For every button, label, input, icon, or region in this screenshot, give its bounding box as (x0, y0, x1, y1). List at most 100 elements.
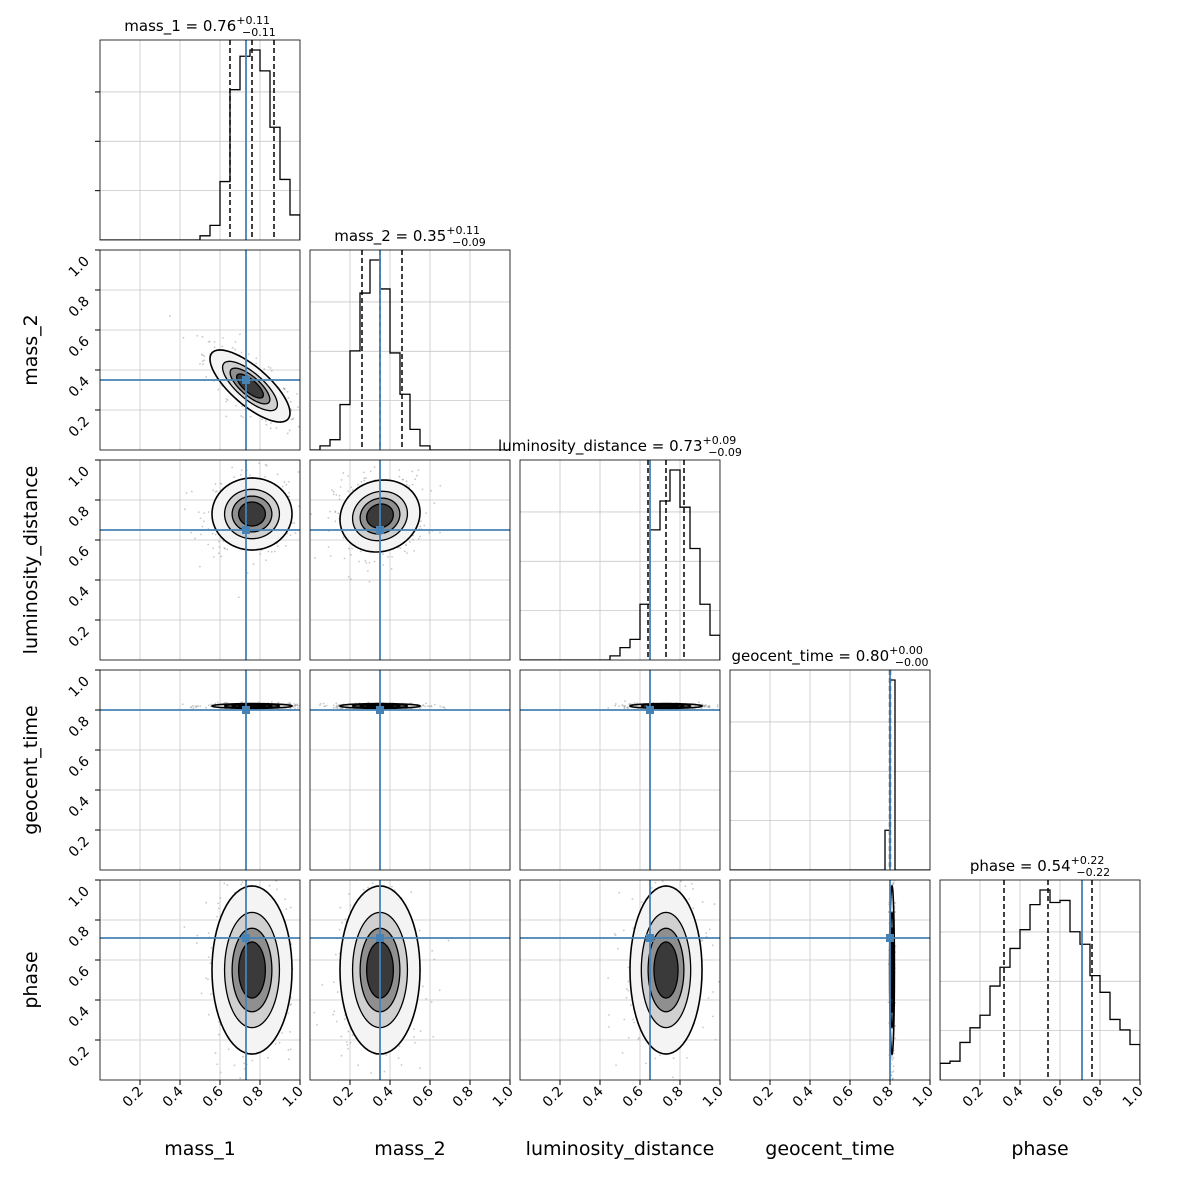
scatter-point (430, 704, 433, 707)
scatter-point (347, 547, 350, 550)
x-tick-label: 0.8 (660, 1084, 687, 1111)
scatter-point (231, 466, 234, 469)
title-plus: +0.11 (236, 14, 270, 27)
scatter-point (223, 882, 226, 885)
scatter-point (258, 462, 261, 465)
scatter-point (638, 1036, 641, 1039)
scatter-point (419, 707, 421, 710)
scatter-point (432, 1035, 435, 1038)
scatter-point (631, 898, 634, 900)
scatter-point (207, 543, 210, 546)
y-tick-label: 0.4 (66, 373, 93, 400)
scatter-point (892, 1085, 894, 1087)
scatter-point (630, 1004, 632, 1007)
scatter-point (618, 705, 621, 708)
y-tick-label: 0.8 (66, 504, 93, 531)
scatter-point (181, 703, 184, 706)
scatter-point (207, 1013, 210, 1016)
title-minus: −0.22 (1076, 866, 1110, 879)
scatter-point (301, 497, 303, 499)
scatter-point (350, 553, 352, 556)
scatter-point (209, 962, 212, 964)
scatter-point (202, 363, 205, 366)
scatter-point (891, 1058, 894, 1061)
scatter-point (347, 1030, 350, 1033)
scatter-point (217, 552, 220, 555)
scatter-point (325, 704, 328, 707)
x-tick-label: 1.0 (910, 1084, 937, 1111)
title-main: mass_1 = 0.76 (124, 17, 236, 36)
scatter-point (618, 891, 621, 894)
scatter-point (707, 997, 710, 999)
scatter-point (342, 472, 345, 474)
scatter-point (357, 483, 359, 486)
scatter-point (234, 348, 237, 351)
scatter-point (890, 1071, 893, 1074)
density-frame (519, 879, 721, 1081)
scatter-point (313, 432, 315, 434)
scatter-point (338, 498, 341, 501)
scatter-point (275, 880, 278, 882)
density-frame (99, 669, 301, 871)
scatter-point (343, 557, 346, 560)
y-tick-label: 0.2 (66, 624, 93, 651)
scatter-point (418, 929, 421, 932)
x-tick-label: 0.6 (1040, 1083, 1067, 1110)
scatter-point (246, 572, 249, 574)
scatter-point (266, 861, 268, 863)
scatter-point (711, 944, 714, 947)
scatter-point (430, 489, 433, 492)
scatter-point (250, 876, 252, 878)
scatter-point (185, 492, 188, 494)
scatter-point (754, 1013, 756, 1015)
scatter-point (402, 478, 404, 481)
scatter-point (282, 387, 285, 390)
scatter-point (331, 489, 333, 492)
scatter-point (190, 531, 193, 534)
scatter-point (421, 488, 424, 491)
scatter-point (420, 520, 422, 523)
x-tick-label: 0.4 (580, 1083, 607, 1110)
y-tick-label: 0.2 (66, 414, 93, 441)
scatter-point (190, 490, 193, 493)
scatter-point (360, 480, 363, 483)
scatter-point (391, 555, 393, 558)
scatter-point (234, 341, 237, 343)
scatter-point (316, 1024, 318, 1026)
scatter-point (682, 872, 684, 874)
scatter-point (367, 570, 369, 572)
scatter-point (405, 544, 407, 546)
scatter-point (703, 705, 706, 708)
scatter-point (219, 1071, 222, 1074)
density-panel-mass_1-vs-mass_2 (100, 250, 315, 457)
scatter-point (403, 550, 406, 553)
scatter-point (438, 989, 441, 992)
scatter-point (205, 706, 207, 709)
scatter-point (300, 972, 302, 974)
scatter-point (207, 511, 210, 513)
scatter-point (708, 928, 711, 931)
scatter-point (383, 1070, 386, 1073)
histogram-frame-luminosity_distance (519, 459, 721, 661)
scatter-point (216, 1063, 219, 1066)
x-tick-label: 1.0 (280, 1084, 307, 1111)
scatter-point (225, 400, 228, 403)
scatter-point (273, 550, 276, 553)
scatter-point (665, 877, 667, 879)
x-tick-label: 1.0 (490, 1084, 517, 1111)
scatter-point (441, 706, 444, 709)
density-frame (309, 669, 511, 871)
scatter-point (892, 1056, 895, 1059)
scatter-point (207, 704, 210, 707)
scatter-point (307, 499, 309, 501)
scatter-point (310, 982, 312, 984)
scatter-point (312, 455, 314, 457)
scatter-point (241, 850, 243, 852)
scatter-point (214, 490, 217, 493)
scatter-point (329, 555, 332, 557)
scatter-point (433, 958, 436, 961)
scatter-point (405, 480, 408, 483)
scatter-point (409, 541, 411, 543)
y-tick-label: 0.8 (66, 924, 93, 951)
scatter-point (712, 991, 714, 993)
